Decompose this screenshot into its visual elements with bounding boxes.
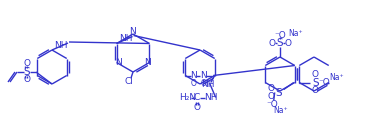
Text: O: O bbox=[267, 92, 274, 101]
Text: O: O bbox=[312, 70, 319, 79]
Text: N: N bbox=[129, 27, 136, 36]
Text: S: S bbox=[275, 88, 282, 98]
Text: NH: NH bbox=[204, 93, 218, 102]
Text: S: S bbox=[24, 67, 30, 77]
Text: Na⁺: Na⁺ bbox=[289, 29, 303, 38]
Text: N: N bbox=[190, 71, 197, 80]
Text: Na⁺: Na⁺ bbox=[273, 106, 288, 115]
Text: N: N bbox=[200, 71, 207, 80]
Text: ⁻O: ⁻O bbox=[267, 100, 278, 109]
Text: O: O bbox=[267, 84, 274, 93]
Text: O: O bbox=[23, 59, 30, 68]
Text: N: N bbox=[144, 58, 151, 67]
Text: O: O bbox=[284, 38, 291, 47]
Text: O: O bbox=[200, 79, 206, 88]
Text: O: O bbox=[312, 86, 319, 95]
Text: C: C bbox=[193, 93, 200, 102]
Text: NH: NH bbox=[54, 40, 68, 49]
Text: S: S bbox=[312, 77, 319, 88]
Text: NH: NH bbox=[119, 34, 132, 43]
Text: H₂N: H₂N bbox=[179, 93, 196, 102]
Text: ⁻O: ⁻O bbox=[274, 31, 286, 40]
Text: N: N bbox=[115, 58, 122, 67]
Text: NH: NH bbox=[201, 80, 214, 89]
Text: Na⁺: Na⁺ bbox=[329, 73, 344, 82]
Text: O: O bbox=[193, 103, 200, 112]
Text: Cl: Cl bbox=[124, 77, 133, 85]
Text: O: O bbox=[23, 75, 30, 85]
Text: O: O bbox=[190, 79, 196, 88]
Text: S: S bbox=[277, 38, 283, 48]
Text: O: O bbox=[268, 38, 275, 47]
Text: ⁻O: ⁻O bbox=[318, 78, 330, 87]
